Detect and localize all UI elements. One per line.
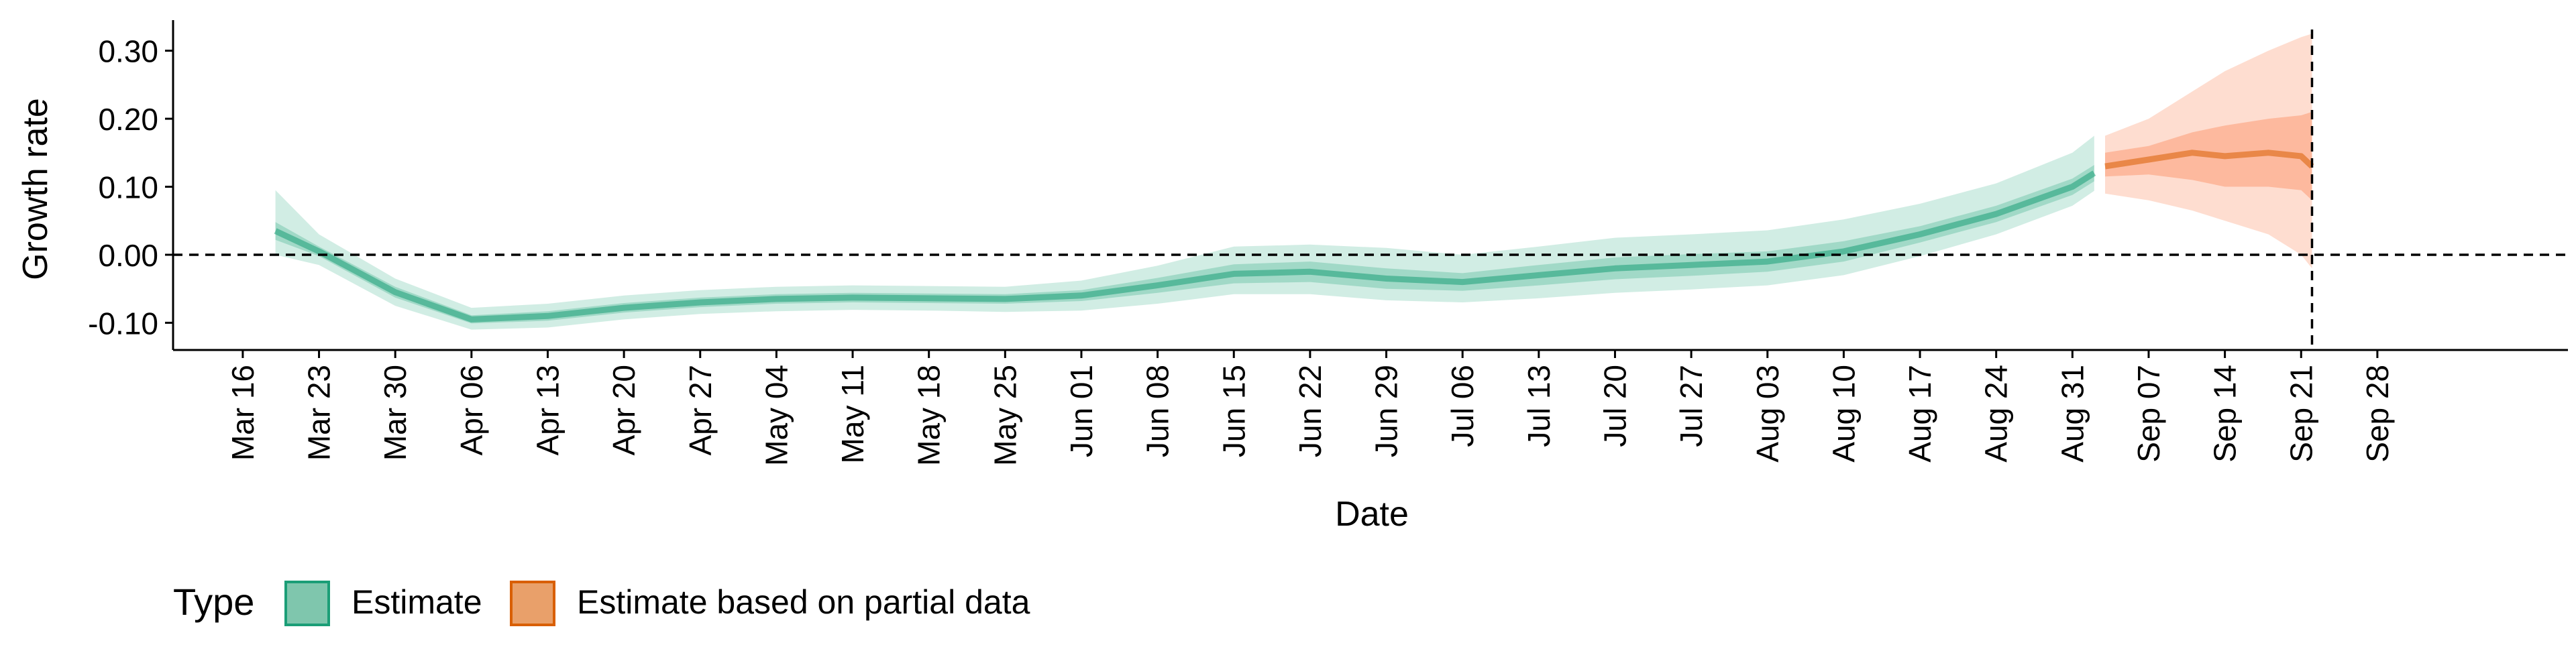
x-tick-label: Apr 27 (683, 365, 718, 456)
y-axis-label: Growth rate (16, 98, 55, 280)
x-tick-label: Mar 23 (302, 365, 337, 461)
x-tick-label: May 18 (912, 365, 947, 466)
legend-key-estimate (284, 581, 330, 626)
x-tick-label: Aug 17 (1902, 365, 1937, 463)
median-line-estimate (274, 170, 2096, 322)
x-tick-label: Jun 15 (1216, 365, 1251, 457)
y-tick-label: 0.30 (98, 34, 158, 69)
x-tick-label: Jul 27 (1674, 365, 1709, 447)
y-tick-label: -0.10 (88, 306, 158, 341)
x-tick-label: Jun 22 (1293, 365, 1328, 457)
x-tick-label: Jun 29 (1369, 365, 1404, 457)
legend-label-estimate: Estimate (352, 583, 482, 621)
x-tick-label: Aug 31 (2055, 365, 2090, 463)
x-tick-label: May 04 (759, 365, 794, 466)
x-tick-label: Sep 21 (2284, 365, 2318, 463)
series-bands (275, 34, 2312, 330)
x-tick-label: Jul 13 (1521, 365, 1556, 447)
x-axis-label: Date (1335, 495, 1409, 534)
legend: Type Estimate Estimate based on partial … (173, 581, 1030, 626)
x-tick-label: Apr 13 (530, 365, 565, 456)
band-outer-estimate (275, 135, 2094, 330)
x-tick-label: Apr 06 (454, 365, 489, 456)
y-tick-label: 0.10 (98, 170, 158, 205)
band-outer-partial (2105, 34, 2312, 269)
y-tick-label: 0.20 (98, 102, 158, 137)
x-tick-label: Sep 14 (2208, 365, 2243, 463)
x-tick-label: Sep 28 (2360, 365, 2395, 463)
median-line-partial (2104, 150, 2314, 170)
x-tick-label: Aug 10 (1826, 365, 1861, 463)
x-tick-label: Mar 30 (378, 365, 413, 461)
y-tick-label: 0.00 (98, 238, 158, 273)
x-tick-label: May 11 (835, 365, 870, 463)
x-tick-label: Jun 01 (1064, 365, 1099, 457)
legend-title: Type (173, 581, 254, 623)
x-tick-label: Sep 07 (2131, 365, 2166, 463)
x-tick-label: Apr 20 (606, 365, 641, 456)
x-tick-label: Aug 03 (1750, 365, 1785, 463)
x-tick-label: Jul 06 (1445, 365, 1480, 447)
x-tick-label: Aug 24 (1979, 365, 2014, 463)
x-tick-label: Mar 16 (225, 365, 260, 461)
legend-key-partial (510, 581, 555, 626)
axes: -0.10 0.00 0.10 0.20 0.30 Mar 16 Mar 23 Mar 30 A… (88, 20, 2568, 466)
legend-label-partial: Estimate based on partial data (577, 583, 1030, 621)
x-tick-label: Jun 08 (1140, 365, 1175, 457)
reference-lines (173, 30, 2568, 350)
x-tick-label: Jul 20 (1597, 365, 1632, 447)
x-tick-label: May 25 (987, 365, 1022, 466)
series-lines (274, 150, 2314, 322)
